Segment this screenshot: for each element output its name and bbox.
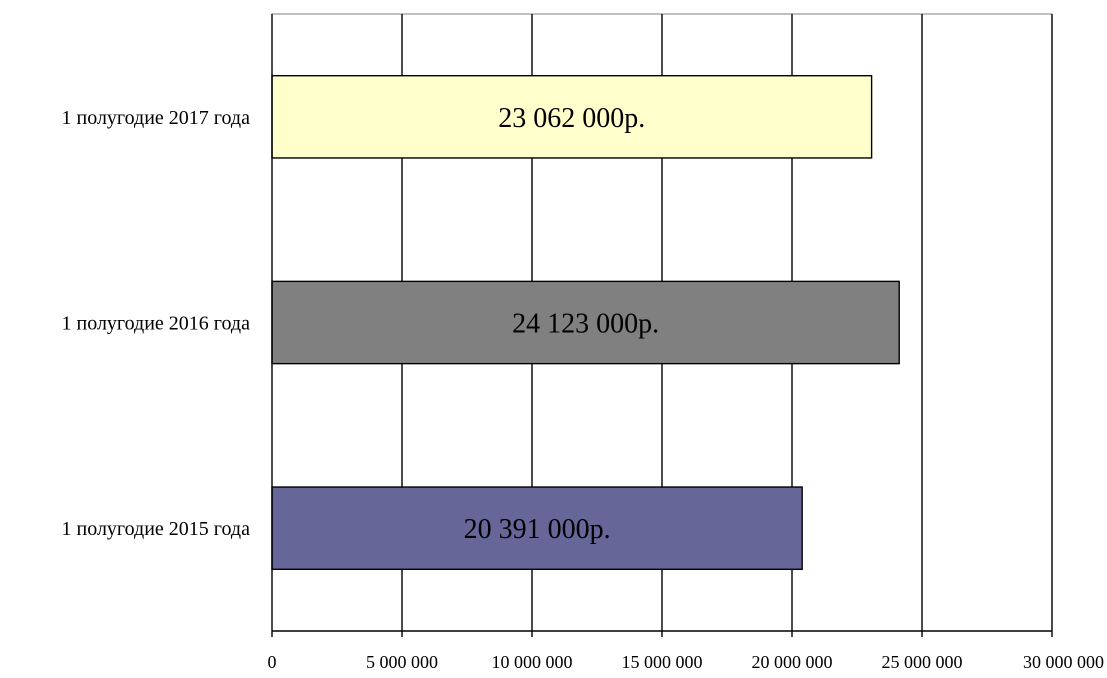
x-tick-label: 15 000 000: [622, 652, 703, 672]
x-tick-labels: 0 5 000 000 10 000 000 15 000 000 20 000 000…: [268, 652, 1105, 672]
data-label: 20 391 000р.: [464, 514, 611, 545]
x-tick-label: 25 000 000: [882, 652, 963, 672]
data-labels: 23 062 000р. 24 123 000р. 20 391 000р.: [464, 103, 660, 545]
bar: [271, 486, 803, 570]
category-label: 1 полугодие 2016 года: [62, 313, 251, 335]
x-tick-label: 10 000 000: [492, 652, 573, 672]
x-tick-label: 20 000 000: [752, 652, 833, 672]
x-tick-label: 30 000 000: [1023, 652, 1104, 672]
category-labels: 1 полугодие 2017 года 1 полугодие 2016 го…: [62, 107, 251, 540]
category-label: 1 полугодие 2017 года: [62, 107, 251, 129]
data-label: 23 062 000р.: [498, 103, 645, 134]
x-tick-label: 0: [268, 652, 277, 672]
category-label: 1 полугодие 2015 года: [62, 518, 251, 540]
bars: [271, 74, 900, 570]
data-label: 24 123 000р.: [512, 309, 659, 340]
bar: [271, 280, 900, 365]
axes: [271, 14, 1053, 637]
x-tick-label: 5 000 000: [366, 652, 438, 672]
